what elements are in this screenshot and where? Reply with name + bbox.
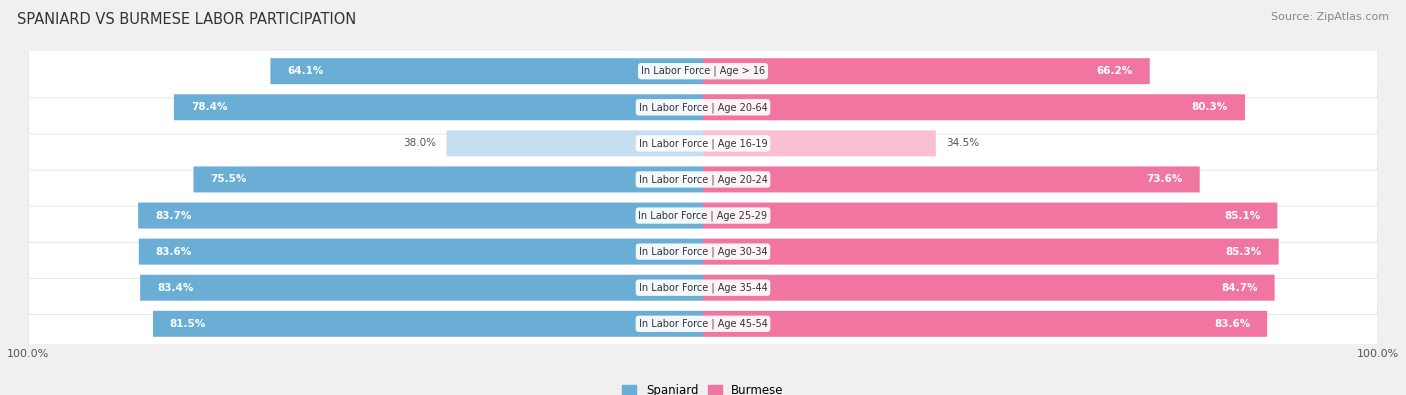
Text: 83.6%: 83.6% bbox=[156, 246, 193, 257]
Text: 83.4%: 83.4% bbox=[157, 283, 194, 293]
FancyBboxPatch shape bbox=[28, 117, 1378, 170]
Text: 38.0%: 38.0% bbox=[404, 138, 436, 149]
Text: In Labor Force | Age 25-29: In Labor Force | Age 25-29 bbox=[638, 210, 768, 221]
Text: 66.2%: 66.2% bbox=[1097, 66, 1133, 76]
FancyBboxPatch shape bbox=[28, 297, 1378, 350]
Text: In Labor Force | Age 30-34: In Labor Force | Age 30-34 bbox=[638, 246, 768, 257]
Text: 78.4%: 78.4% bbox=[191, 102, 228, 112]
FancyBboxPatch shape bbox=[153, 311, 703, 337]
FancyBboxPatch shape bbox=[703, 58, 1150, 84]
Text: 85.3%: 85.3% bbox=[1226, 246, 1261, 257]
Text: 73.6%: 73.6% bbox=[1146, 175, 1182, 184]
Text: In Labor Force | Age 20-64: In Labor Force | Age 20-64 bbox=[638, 102, 768, 113]
Text: In Labor Force | Age 35-44: In Labor Force | Age 35-44 bbox=[638, 282, 768, 293]
Text: In Labor Force | Age > 16: In Labor Force | Age > 16 bbox=[641, 66, 765, 77]
FancyBboxPatch shape bbox=[703, 203, 1277, 229]
Text: SPANIARD VS BURMESE LABOR PARTICIPATION: SPANIARD VS BURMESE LABOR PARTICIPATION bbox=[17, 12, 356, 27]
Text: 80.3%: 80.3% bbox=[1192, 102, 1227, 112]
FancyBboxPatch shape bbox=[28, 261, 1378, 314]
FancyBboxPatch shape bbox=[703, 275, 1275, 301]
Text: 34.5%: 34.5% bbox=[946, 138, 979, 149]
Text: 64.1%: 64.1% bbox=[287, 66, 323, 76]
FancyBboxPatch shape bbox=[703, 166, 1199, 192]
Text: 84.7%: 84.7% bbox=[1222, 283, 1258, 293]
Text: In Labor Force | Age 16-19: In Labor Force | Age 16-19 bbox=[638, 138, 768, 149]
Text: In Labor Force | Age 45-54: In Labor Force | Age 45-54 bbox=[638, 318, 768, 329]
FancyBboxPatch shape bbox=[703, 130, 936, 156]
FancyBboxPatch shape bbox=[141, 275, 703, 301]
FancyBboxPatch shape bbox=[139, 239, 703, 265]
FancyBboxPatch shape bbox=[270, 58, 703, 84]
FancyBboxPatch shape bbox=[28, 45, 1378, 98]
Text: 83.7%: 83.7% bbox=[155, 211, 191, 220]
FancyBboxPatch shape bbox=[28, 225, 1378, 278]
FancyBboxPatch shape bbox=[174, 94, 703, 120]
FancyBboxPatch shape bbox=[194, 166, 703, 192]
FancyBboxPatch shape bbox=[28, 153, 1378, 206]
Text: 81.5%: 81.5% bbox=[170, 319, 207, 329]
FancyBboxPatch shape bbox=[703, 94, 1244, 120]
FancyBboxPatch shape bbox=[447, 130, 703, 156]
FancyBboxPatch shape bbox=[28, 189, 1378, 242]
Text: 83.6%: 83.6% bbox=[1213, 319, 1250, 329]
Text: In Labor Force | Age 20-24: In Labor Force | Age 20-24 bbox=[638, 174, 768, 185]
Text: 75.5%: 75.5% bbox=[211, 175, 246, 184]
Text: Source: ZipAtlas.com: Source: ZipAtlas.com bbox=[1271, 12, 1389, 22]
Legend: Spaniard, Burmese: Spaniard, Burmese bbox=[617, 380, 789, 395]
FancyBboxPatch shape bbox=[138, 203, 703, 229]
FancyBboxPatch shape bbox=[703, 239, 1278, 265]
Text: 85.1%: 85.1% bbox=[1225, 211, 1260, 220]
FancyBboxPatch shape bbox=[28, 81, 1378, 134]
FancyBboxPatch shape bbox=[703, 311, 1267, 337]
